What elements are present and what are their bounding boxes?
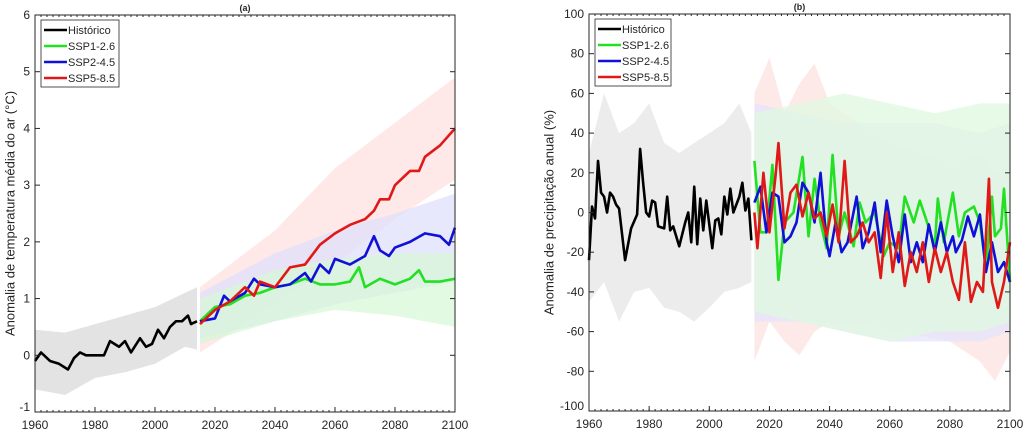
uncertainty-bands [589, 57, 1010, 382]
series-line-SSP5-8.5 [199, 127, 456, 326]
y-tick-label: -20 [567, 245, 585, 259]
x-tick-label: 2100 [997, 417, 1024, 430]
x-tick-label: 2100 [442, 418, 469, 430]
series-line-Histórico [587, 147, 753, 262]
y-tick-label: -60 [567, 325, 585, 339]
series-line-SSP2-4.5 [199, 227, 457, 323]
y-axis-label: Anomalia de precipitação anual (%) [542, 110, 557, 315]
x-tick-label: 2060 [322, 418, 349, 430]
series-line-SSP1-2.6 [199, 266, 456, 323]
series-line-SSP5-8.5 [753, 141, 1012, 310]
x-tick-label: 2080 [382, 418, 409, 430]
legend-label: SSP2-4.5 [68, 57, 115, 69]
legend-label: SSP1-2.6 [622, 40, 669, 52]
y-tick-label: 2 [23, 235, 30, 249]
legend-label: SSP5-8.5 [622, 72, 669, 84]
y-tick-label: 60 [571, 86, 585, 100]
y-tick-label: 5 [23, 65, 30, 79]
band-SSP1-2.6 [200, 253, 455, 344]
x-tick-label: 2020 [202, 418, 229, 430]
x-tick-label: 2020 [756, 417, 783, 430]
x-tick-label: 2040 [262, 418, 289, 430]
series-line-SSP1-2.6 [753, 153, 1012, 283]
y-tick-label: 100 [564, 7, 584, 21]
y-axis-label: Anomalia de temperatura média do ar (°C) [3, 91, 18, 336]
band-Histórico [589, 93, 752, 322]
y-tick-label: 0 [577, 206, 584, 220]
uncertainty-bands [35, 77, 455, 395]
y-tick-label: -80 [567, 364, 585, 378]
y-tick-label: 1 [23, 292, 30, 306]
legend: Histórico SSP1-2.6 SSP2-4.5 SSP5-8.5 [40, 19, 120, 88]
x-tick-label: 1980 [636, 417, 663, 430]
band-Histórico [35, 287, 197, 395]
y-tick-label: 4 [23, 121, 30, 135]
panel-title: (b) [794, 2, 806, 12]
legend: Histórico SSP1-2.6 SSP2-4.5 SSP5-8.5 [594, 18, 672, 87]
y-tick-label: 6 [23, 8, 30, 22]
panel-title: (a) [240, 3, 251, 13]
legend-label: Histórico [622, 24, 665, 36]
y-tick-label: -40 [567, 285, 585, 299]
series-line-Histórico [33, 314, 198, 371]
legend-label: SSP1-2.6 [68, 41, 115, 53]
x-tick-label: 2040 [816, 417, 843, 430]
panel-a: 1960 1980 2000 2020 2040 2060 2080 2100 -1 0 1 2 3 4 5… [3, 3, 469, 430]
y-tick-label: 20 [571, 166, 585, 180]
y-tick-label: 40 [571, 126, 585, 140]
x-tick-label: 2060 [876, 417, 903, 430]
y-tick-label: -100 [560, 399, 584, 413]
y-tick-label: 0 [23, 348, 30, 362]
x-tick-label: 2000 [696, 417, 723, 430]
y-tick-label: 3 [23, 178, 30, 192]
series-line-SSP2-4.5 [753, 171, 1012, 283]
x-tick-label: 1980 [82, 418, 109, 430]
legend-label: SSP5-8.5 [68, 73, 115, 85]
x-tick-label: 1960 [22, 418, 49, 430]
x-tick-label: 2080 [937, 417, 964, 430]
x-tick-label: 2000 [142, 418, 169, 430]
panel-b: 1960 1980 2000 2020 2040 2060 2080 2100-100-80-… [542, 2, 1024, 430]
y-tick-label: -1 [19, 400, 30, 414]
y-tick-label: 80 [571, 47, 585, 61]
legend-label: SSP2-4.5 [622, 56, 669, 68]
x-tick-label: 1960 [576, 417, 603, 430]
legend-label: Histórico [68, 25, 111, 37]
band-SSP1-2.6 [754, 93, 1010, 342]
